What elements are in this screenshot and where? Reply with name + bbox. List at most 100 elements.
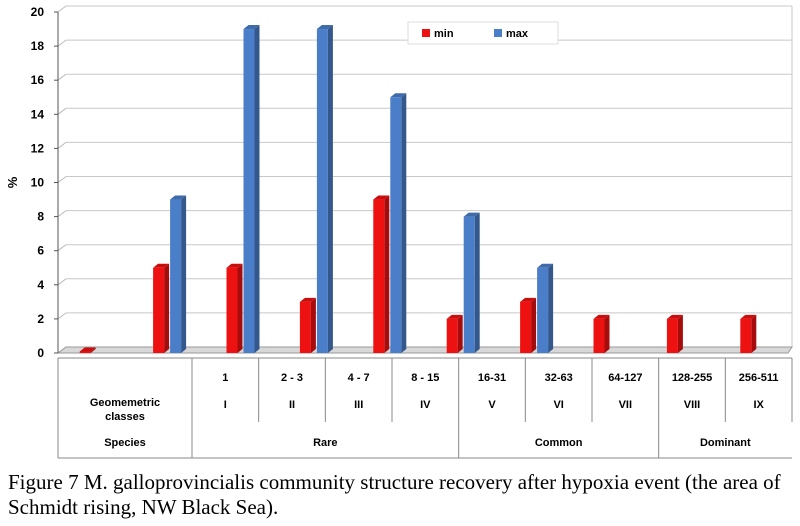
gridline-diagonal [57, 244, 67, 252]
bar-min-7-top [593, 314, 610, 319]
y-tick-label: 6 [37, 244, 44, 258]
y-tick-label: 8 [37, 210, 44, 224]
x-category-label: 64-127 [608, 372, 642, 384]
bar-max-6-side [548, 263, 554, 353]
y-tick-label: 16 [31, 73, 45, 87]
gridline-diagonal [57, 312, 67, 320]
bar-max-4 [390, 97, 402, 353]
bar-max-2-top [243, 25, 260, 30]
species-group-label: Common [535, 437, 583, 449]
bar-min-7-side [604, 314, 610, 353]
bar-max-5-top [463, 212, 480, 217]
bar-min-0 [79, 351, 91, 353]
y-tick-label: 20 [31, 5, 45, 19]
y-tick-label: 0 [37, 346, 44, 360]
figure-caption: Figure 7 M. galloprovincialis community … [8, 470, 781, 519]
legend-swatch-min [422, 29, 430, 37]
bar-max-4-top [390, 93, 407, 98]
table-row-label-line1: Geomemetric [90, 397, 160, 409]
bar-min-5-top [446, 314, 463, 319]
bar-max-5-side [474, 212, 480, 353]
bar-min-8-top [666, 314, 683, 319]
geometric-class-label: I [224, 399, 227, 411]
bar-min-0-top [79, 347, 96, 352]
bar-min-9-top [740, 314, 757, 319]
legend-box [407, 21, 559, 45]
bar-min-6-side [531, 297, 537, 353]
legend-label-max: max [506, 28, 529, 40]
x-category-label: 128-255 [672, 372, 712, 384]
bar-max-3-top [316, 25, 333, 30]
species-row-label: Species [104, 437, 146, 449]
table-row-label-line2: classes [105, 411, 145, 423]
y-axis-label: % [5, 176, 20, 188]
gridline-diagonal [57, 39, 67, 47]
gridline-diagonal [57, 278, 67, 286]
bar-max-1 [170, 199, 182, 353]
bar-min-3-top [299, 297, 316, 302]
x-category-label: 256-511 [739, 372, 779, 384]
x-category-label: 32-63 [545, 372, 573, 384]
x-category-label: 4 - 7 [348, 372, 370, 384]
y-tick-label: 12 [31, 141, 45, 155]
bar-min-1-top [153, 263, 170, 268]
x-category-label: 1 [222, 372, 228, 384]
bar-min-1-side [164, 263, 170, 353]
bar-max-3-side [327, 25, 333, 354]
species-group-label: Rare [313, 437, 337, 449]
gridline-diagonal [57, 176, 67, 183]
bar-max-6 [537, 267, 549, 353]
legend-label-min: min [434, 28, 454, 40]
bar-min-2-top [226, 263, 243, 268]
bar-min-2-side [237, 263, 243, 353]
bar-min-7 [593, 318, 605, 353]
legend-swatch-max [494, 29, 502, 37]
bar-min-6 [520, 301, 532, 353]
bar-min-1 [153, 267, 165, 353]
y-tick-label: 14 [31, 107, 45, 121]
bar-max-2-side [254, 25, 260, 354]
geometric-class-label: V [488, 399, 496, 411]
bar-min-4-top [373, 195, 390, 200]
geometric-class-label: III [354, 399, 363, 411]
geometric-class-label: VIII [684, 399, 701, 411]
y-tick-label: 4 [37, 278, 44, 292]
x-category-label: 2 - 3 [281, 372, 303, 384]
bar-min-5-side [457, 314, 463, 353]
bar-max-4-side [401, 93, 407, 353]
x-category-label: 16-31 [478, 372, 506, 384]
bar-max-5 [463, 216, 475, 353]
y-tick-label: 18 [31, 39, 45, 53]
geometric-class-label: IV [420, 399, 431, 411]
bar-min-4 [373, 199, 385, 353]
geometric-class-label: IX [753, 399, 764, 411]
y-tick-label: 10 [31, 176, 45, 190]
bar-min-8 [666, 318, 678, 353]
species-group-label: Dominant [700, 437, 751, 449]
x-category-label: 8 - 15 [411, 372, 439, 384]
bar-min-2 [226, 267, 238, 353]
gridline-diagonal [57, 73, 67, 81]
bar-min-0-side [90, 347, 96, 353]
gridline-diagonal [57, 107, 67, 115]
geometric-class-label: VI [553, 399, 563, 411]
bar-min-6-top [520, 297, 537, 302]
bar-max-2 [243, 29, 255, 354]
gridline-diagonal [57, 141, 67, 149]
bar-min-3 [299, 301, 311, 353]
bar-min-5 [446, 318, 458, 353]
geometric-class-label: VII [619, 399, 632, 411]
bar-max-6-top [537, 263, 554, 268]
bar-max-3 [316, 29, 328, 354]
y-tick-label: 2 [37, 312, 44, 326]
geometric-class-label: II [289, 399, 295, 411]
bar-min-9-side [751, 314, 757, 353]
bar-min-8-side [677, 314, 683, 353]
bar-chart: 0 2 4 6 8 10 12 14 16 18 20% min max 1 2 - 3 4 - 7 8 - 1… [5, 5, 793, 459]
bar-min-4-side [384, 195, 390, 353]
bar-min-3-side [310, 297, 316, 353]
bar-min-9 [740, 318, 752, 353]
gridline-diagonal [57, 5, 67, 13]
bar-max-1-top [170, 195, 187, 200]
gridline-diagonal [57, 210, 67, 218]
